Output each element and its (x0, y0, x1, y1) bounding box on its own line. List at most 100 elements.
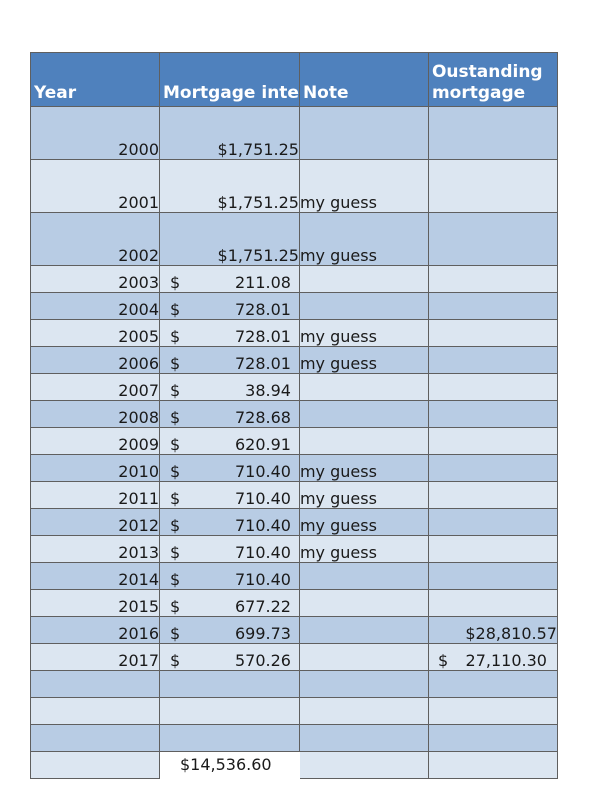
year-cell[interactable]: 2017 (30, 643, 160, 671)
table-row: 2008 $728.68 (30, 400, 558, 428)
empty-cell[interactable] (298, 724, 429, 752)
empty-cell[interactable] (427, 670, 558, 698)
year-cell[interactable]: 2007 (30, 373, 160, 401)
outstanding-cell[interactable]: $28,810.57 (427, 616, 558, 644)
outstanding-cell[interactable] (427, 346, 558, 374)
empty-cell[interactable] (30, 724, 160, 752)
note-cell[interactable]: my guess (298, 535, 429, 563)
outstanding-cell[interactable]: $27,110.30 (427, 643, 558, 671)
header-outstanding-mortgage[interactable]: Oustanding mortgage (427, 52, 558, 107)
year-cell[interactable]: 2000 (30, 106, 160, 160)
header-note[interactable]: Note (298, 52, 429, 107)
mortgage-cell[interactable]: $38.94 (159, 373, 300, 401)
note-cell[interactable] (298, 427, 429, 455)
outstanding-cell[interactable] (427, 562, 558, 590)
year-cell[interactable]: 2005 (30, 319, 160, 347)
note-cell[interactable]: my guess (298, 212, 429, 266)
mortgage-amount: 710.40 (234, 543, 291, 562)
mortgage-cell[interactable]: $620.91 (159, 427, 300, 455)
outstanding-cell[interactable] (427, 535, 558, 563)
header-mortgage-interest[interactable]: Mortgage inte (159, 52, 300, 107)
currency-symbol: $ (170, 489, 181, 508)
note-cell[interactable] (298, 373, 429, 401)
currency-symbol: $ (170, 543, 181, 562)
year-cell[interactable]: 2003 (30, 265, 160, 293)
year-cell[interactable]: 2014 (30, 562, 160, 590)
mortgage-cell[interactable]: $710.40 (159, 508, 300, 536)
outstanding-cell[interactable] (427, 454, 558, 482)
empty-cell[interactable] (159, 697, 300, 725)
empty-cell[interactable] (427, 751, 558, 779)
mortgage-cell[interactable]: $1,751.25 (159, 212, 300, 266)
mortgage-cell[interactable]: $728.01 (159, 319, 300, 347)
note-cell[interactable] (298, 589, 429, 617)
mortgage-cell[interactable]: $699.73 (159, 616, 300, 644)
outstanding-cell[interactable] (427, 212, 558, 266)
note-cell[interactable] (298, 400, 429, 428)
mortgage-cell[interactable]: $728.01 (159, 292, 300, 320)
outstanding-cell[interactable] (427, 400, 558, 428)
note-cell[interactable] (298, 106, 429, 160)
year-cell[interactable]: 2012 (30, 508, 160, 536)
note-cell[interactable] (298, 562, 429, 590)
empty-cell[interactable] (298, 670, 429, 698)
empty-cell[interactable] (427, 724, 558, 752)
year-cell[interactable]: 2009 (30, 427, 160, 455)
note-cell[interactable] (298, 265, 429, 293)
year-cell[interactable]: 2002 (30, 212, 160, 266)
year-cell[interactable]: 2013 (30, 535, 160, 563)
empty-cell[interactable] (30, 751, 160, 779)
mortgage-cell[interactable]: $728.68 (159, 400, 300, 428)
mortgage-cell[interactable]: $710.40 (159, 454, 300, 482)
mortgage-cell[interactable]: $710.40 (159, 535, 300, 563)
year-cell[interactable]: 2004 (30, 292, 160, 320)
mortgage-cell[interactable]: $710.40 (159, 562, 300, 590)
year-cell[interactable]: 2015 (30, 589, 160, 617)
note-cell[interactable]: my guess (298, 319, 429, 347)
mortgage-cell[interactable]: $677.22 (159, 589, 300, 617)
outstanding-cell[interactable] (427, 373, 558, 401)
outstanding-cell[interactable] (427, 159, 558, 213)
outstanding-cell[interactable] (427, 427, 558, 455)
empty-cell[interactable] (159, 724, 300, 752)
empty-cell[interactable] (159, 670, 300, 698)
outstanding-cell[interactable] (427, 589, 558, 617)
outstanding-cell[interactable] (427, 292, 558, 320)
year-cell[interactable]: 2011 (30, 481, 160, 509)
outstanding-cell[interactable] (427, 319, 558, 347)
mortgage-amount: 710.40 (234, 489, 291, 508)
empty-cell[interactable] (298, 751, 429, 779)
outstanding-cell[interactable] (427, 481, 558, 509)
year-cell[interactable]: 2008 (30, 400, 160, 428)
mortgage-cell[interactable]: $1,751.25 (159, 106, 300, 160)
table-row: 2012 $710.40 my guess (30, 508, 558, 536)
mortgage-cell[interactable]: $728.01 (159, 346, 300, 374)
note-cell[interactable] (298, 643, 429, 671)
note-cell[interactable] (298, 292, 429, 320)
header-year[interactable]: Year (30, 52, 160, 107)
outstanding-cell[interactable] (427, 106, 558, 160)
year-cell[interactable]: 2010 (30, 454, 160, 482)
note-cell[interactable] (298, 616, 429, 644)
empty-cell[interactable] (30, 670, 160, 698)
empty-cell[interactable] (298, 697, 429, 725)
mortgage-cell[interactable]: $570.26 (159, 643, 300, 671)
note-cell[interactable]: my guess (298, 159, 429, 213)
outstanding-cell[interactable] (427, 508, 558, 536)
mortgage-cell[interactable]: $1,751.25 (159, 159, 300, 213)
empty-cell[interactable] (30, 697, 160, 725)
note-cell[interactable]: my guess (298, 346, 429, 374)
year-cell[interactable]: 2006 (30, 346, 160, 374)
mortgage-cell[interactable]: $710.40 (159, 481, 300, 509)
year-cell[interactable]: 2001 (30, 159, 160, 213)
empty-cell[interactable] (427, 697, 558, 725)
table-row: 2007 $38.94 (30, 373, 558, 401)
note-cell[interactable]: my guess (298, 508, 429, 536)
outstanding-cell[interactable] (427, 265, 558, 293)
mortgage-cell[interactable]: $211.08 (159, 265, 300, 293)
year-cell[interactable]: 2016 (30, 616, 160, 644)
note-cell[interactable]: my guess (298, 454, 429, 482)
outstanding-amount: 27,110.30 (465, 651, 547, 670)
note-cell[interactable]: my guess (298, 481, 429, 509)
mortgage-total-cell[interactable]: $14,536.60 (159, 751, 300, 779)
